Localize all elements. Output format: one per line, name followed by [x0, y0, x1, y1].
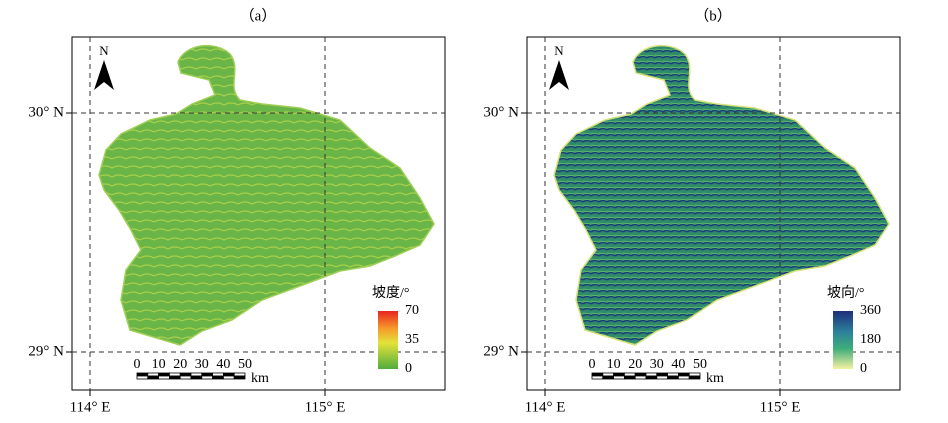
legend-title: 坡向/°	[827, 285, 865, 301]
scale-segment	[688, 372, 701, 377]
lat-label: 30° N	[483, 104, 519, 120]
lon-label: 115° E	[760, 399, 801, 415]
scale-segment	[233, 372, 246, 377]
legend-tick: 70	[405, 303, 419, 318]
scale-segment	[591, 375, 604, 380]
legend-tick: 0	[860, 361, 867, 376]
legend-tick: 180	[860, 332, 881, 347]
scale-segment	[656, 375, 669, 380]
scale-segment	[136, 375, 149, 380]
scale-segment	[677, 372, 690, 377]
legend-colorbar	[833, 311, 853, 369]
scale-segment	[158, 375, 170, 380]
scale-segment	[634, 375, 647, 380]
scale-segment	[190, 372, 203, 377]
north-arrow	[549, 60, 569, 90]
scale-segment	[233, 375, 246, 380]
scale-tick: 40	[216, 357, 230, 372]
legend-tick: 360	[860, 303, 881, 318]
legend-title: 坡度/°	[372, 285, 410, 301]
scale-segment	[645, 372, 658, 377]
scale-segment	[602, 372, 615, 377]
lon-label: 115° E	[305, 399, 346, 415]
scale-tick: 30	[195, 357, 209, 372]
scale-segment	[168, 375, 181, 380]
scale-segment	[591, 372, 604, 377]
scale-unit: km	[251, 371, 269, 386]
scale-segment	[667, 375, 679, 380]
scale-tick: 20	[628, 357, 642, 372]
scale-segment	[190, 375, 203, 380]
scale-segment	[179, 375, 192, 380]
scale-tick: 40	[671, 357, 685, 372]
scale-segment	[613, 372, 625, 377]
scale-segment	[613, 375, 625, 380]
north-arrow	[94, 60, 114, 90]
scale-segment	[667, 372, 679, 377]
scale-segment	[634, 372, 647, 377]
scale-segment	[602, 375, 615, 380]
scale-segment	[158, 372, 170, 377]
scale-tick: 20	[173, 357, 187, 372]
scale-segment	[222, 372, 235, 377]
scale-segment	[147, 375, 160, 380]
lon-label: 114° E	[70, 399, 111, 415]
lat-label: 29° N	[28, 343, 64, 359]
scale-tick: 0	[134, 357, 141, 372]
scale-segment	[645, 375, 658, 380]
scale-tick: 10	[607, 357, 621, 372]
scale-segment	[179, 372, 192, 377]
scale-segment	[688, 375, 701, 380]
scale-segment	[168, 372, 181, 377]
north-label: N	[554, 43, 564, 58]
scale-tick: 50	[238, 357, 252, 372]
scale-segment	[201, 372, 214, 377]
scale-segment	[623, 375, 636, 380]
scale-segment	[656, 372, 669, 377]
scale-tick: 10	[152, 357, 166, 372]
north-label: N	[99, 43, 109, 58]
scale-segment	[212, 375, 224, 380]
scale-segment	[201, 375, 214, 380]
panel-label: （b）	[694, 7, 732, 24]
panel-label: （a）	[240, 7, 277, 24]
scale-segment	[136, 372, 149, 377]
scale-tick: 0	[589, 357, 596, 372]
scale-segment	[623, 372, 636, 377]
lon-label: 114° E	[525, 399, 566, 415]
scale-segment	[147, 372, 160, 377]
legend-tick: 35	[405, 332, 419, 347]
lat-label: 29° N	[483, 343, 519, 359]
scale-unit: km	[706, 371, 724, 386]
scale-segment	[677, 375, 690, 380]
legend-tick: 0	[405, 361, 412, 376]
scale-tick: 50	[693, 357, 707, 372]
scale-segment	[212, 372, 224, 377]
legend-colorbar	[378, 311, 398, 369]
scale-segment	[222, 375, 235, 380]
scale-tick: 30	[650, 357, 664, 372]
lat-label: 30° N	[28, 104, 64, 120]
